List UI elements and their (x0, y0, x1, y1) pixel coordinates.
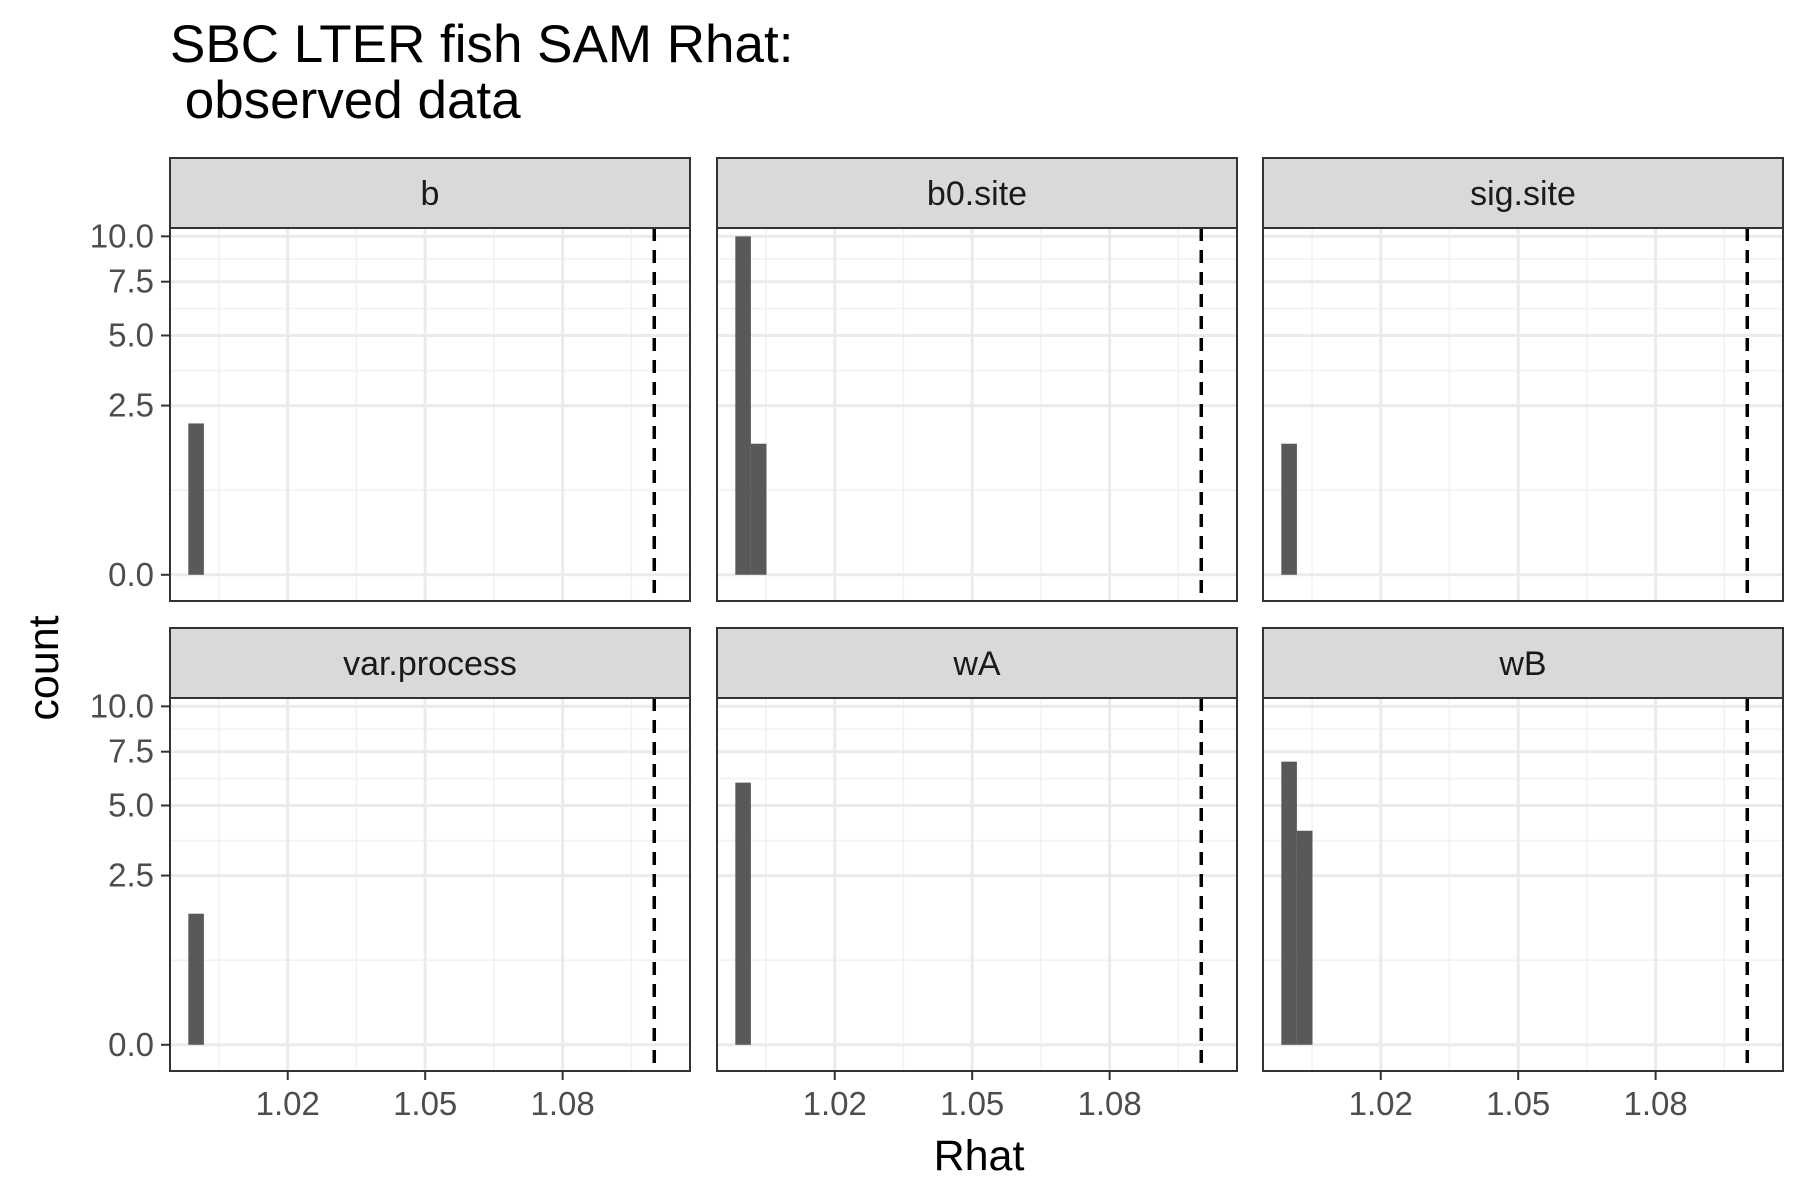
panels: b 0.0 2.5 5.0 7.5 10.0 b0.site sig.site var.proc… (90, 157, 1784, 1122)
x-tick-label: 1.05 (393, 1085, 457, 1122)
x-tick-label: 1.02 (1349, 1085, 1413, 1122)
panel-background (170, 228, 690, 601)
y-tick-label: 10.0 (90, 687, 154, 724)
facet-panel-sig.site: sig.site (1262, 157, 1784, 602)
strip-background (716, 157, 1238, 229)
strip-label-wB: wB (1498, 645, 1546, 683)
y-tick-label: 10.0 (90, 217, 154, 254)
y-axis-title: count (20, 615, 68, 720)
histogram-bar (1281, 443, 1297, 575)
y-tick-label: 5.0 (108, 786, 154, 823)
x-tick-label: 1.08 (1624, 1085, 1688, 1122)
facet-panel-wB: wB 1.02 1.05 1.08 (1262, 627, 1784, 1122)
y-tick-label: 5.0 (108, 316, 154, 353)
histogram-bar (1281, 761, 1297, 1045)
facet-panel-b: b 0.0 2.5 5.0 7.5 10.0 (90, 157, 691, 602)
strip-label-sig.site: sig.site (1470, 175, 1576, 213)
x-tick-label: 1.05 (940, 1085, 1004, 1122)
strip-background (169, 157, 691, 229)
histogram-bar (735, 236, 751, 575)
panel-background (717, 698, 1237, 1071)
y-tick-label: 2.5 (108, 857, 154, 894)
histogram-bar (1296, 830, 1313, 1045)
histogram-bar (735, 782, 751, 1045)
strip-background (1262, 627, 1784, 699)
x-tick-label: 1.02 (803, 1085, 867, 1122)
strip-label-var.process: var.process (343, 645, 517, 683)
chart-title-line-2: observed data (170, 71, 521, 130)
strip-label-b: b (421, 175, 440, 213)
histogram-bar (188, 913, 204, 1045)
x-axis-title: Rhat (934, 1132, 1025, 1180)
x-tick-label: 1.08 (531, 1085, 595, 1122)
strip-background (716, 627, 1238, 699)
panel-background (170, 698, 690, 1071)
x-tick-label: 1.02 (256, 1085, 320, 1122)
strip-background (1262, 157, 1784, 229)
facet-panel-b0.site: b0.site (716, 157, 1238, 602)
y-tick-label: 2.5 (108, 387, 154, 424)
x-tick-label: 1.08 (1078, 1085, 1142, 1122)
panel-background (1263, 228, 1783, 601)
strip-label-b0.site: b0.site (927, 175, 1027, 213)
chart-title-line-1: SBC LTER fish SAM Rhat: (170, 15, 793, 74)
histogram-bar (750, 443, 767, 575)
strip-label-wA: wA (952, 645, 1001, 683)
strip-background (169, 627, 691, 699)
y-tick-label: 7.5 (108, 263, 154, 300)
panel-background (1263, 698, 1783, 1071)
facet-panel-var.process: var.process 0.0 2.5 5.0 7.5 10.0 1.02 1.05 1.08 (90, 627, 691, 1122)
panel-background (717, 228, 1237, 601)
x-tick-label: 1.05 (1486, 1085, 1550, 1122)
y-tick-label: 0.0 (108, 1026, 154, 1063)
y-tick-label: 7.5 (108, 733, 154, 770)
histogram-bar (188, 423, 204, 575)
y-tick-label: 0.0 (108, 556, 154, 593)
facet-panel-wA: wA 1.02 1.05 1.08 (716, 627, 1238, 1122)
